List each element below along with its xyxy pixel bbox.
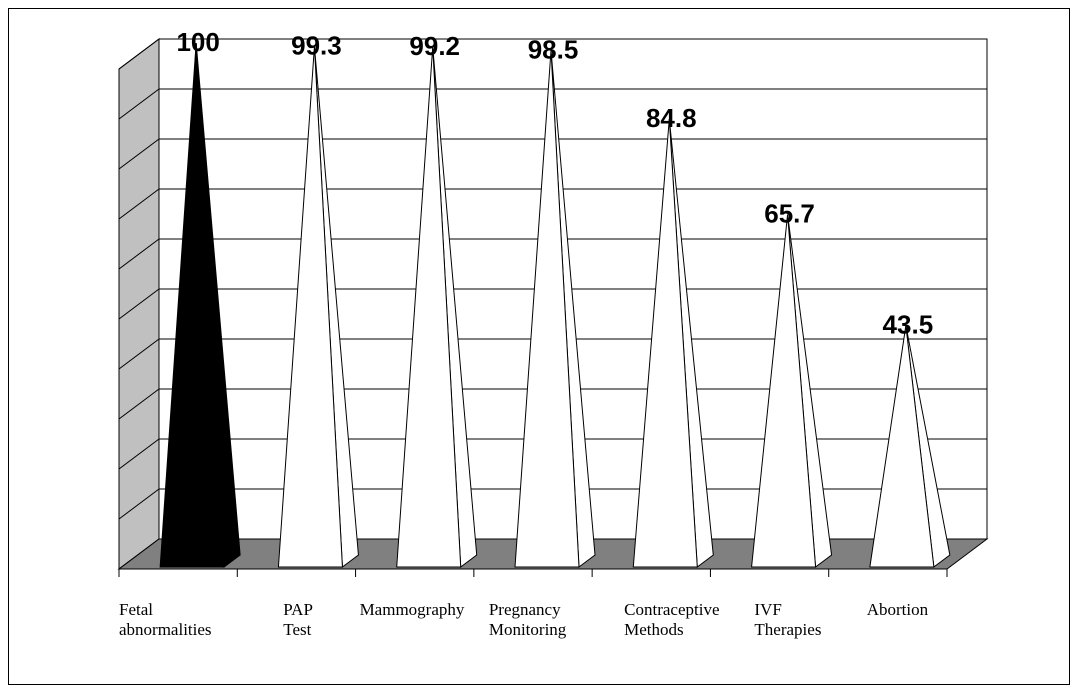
value-label: 100: [176, 27, 219, 57]
cone-bar: [751, 214, 833, 568]
value-label: 84.8: [646, 103, 697, 133]
value-labels: 100 99.3 99.2 98.5 84.8 65.7 43.5: [176, 27, 933, 340]
side-gridline: [118, 38, 160, 70]
category-labels: Fetal abnormalities PAP Test Mammography Preg…: [119, 600, 929, 639]
value-label: 65.7: [764, 199, 815, 229]
cone-front-face: [159, 42, 225, 568]
x-axis: [118, 568, 948, 577]
category-label: Contraceptive Methods: [624, 600, 719, 639]
category-label: IVF Therapies: [754, 600, 821, 639]
side-gridline: [118, 138, 160, 170]
category-label: Mammography: [360, 600, 465, 619]
cone-front-face: [869, 325, 935, 568]
category-label: Abortion: [867, 600, 929, 619]
cone-front-face: [751, 214, 817, 568]
cone-chart: 100 99.3 99.2 98.5 84.8 65.7 43.5 Fetal abnorma…: [117, 27, 989, 639]
cone-bar: [396, 46, 478, 568]
chart-frame: 100 99.3 99.2 98.5 84.8 65.7 43.5 Fetal abnorma…: [8, 8, 1070, 685]
value-label: 43.5: [883, 310, 934, 340]
cone-bar: [514, 50, 596, 568]
cone-front-face: [632, 118, 698, 568]
side-gridline: [118, 488, 160, 520]
cone-bar: [159, 42, 241, 568]
cone-front-face: [277, 46, 343, 568]
cone-front-face: [396, 46, 462, 568]
side-gridline: [118, 338, 160, 370]
category-label: Pregnancy Monitoring: [489, 600, 567, 639]
side-gridline: [118, 288, 160, 320]
value-label: 98.5: [528, 35, 579, 65]
side-gridline: [118, 388, 160, 420]
value-label: 99.2: [409, 31, 460, 61]
cone-bar: [277, 46, 359, 568]
cone-front-face: [514, 50, 580, 568]
cone-bars: [159, 42, 951, 568]
side-gridline: [118, 188, 160, 220]
value-label: 99.3: [291, 31, 342, 61]
category-label: Fetal abnormalities: [119, 600, 212, 639]
cone-bar: [869, 325, 951, 568]
cone-bar: [632, 118, 714, 568]
side-gridline: [118, 438, 160, 470]
side-gridline: [118, 238, 160, 270]
category-label: PAP Test: [283, 600, 313, 639]
side-gridline: [118, 88, 160, 120]
